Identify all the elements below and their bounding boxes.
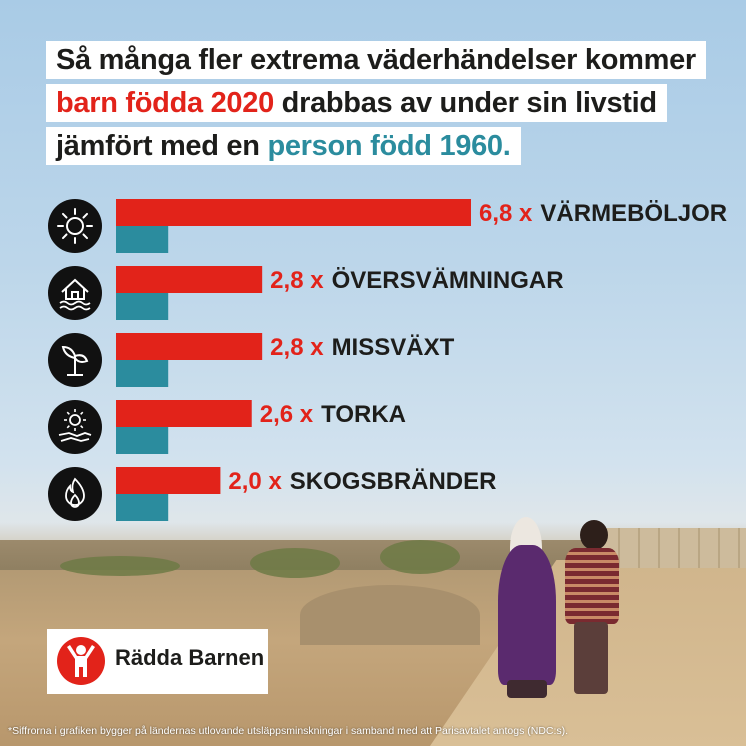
bush [250, 548, 340, 578]
bar-2020-0 [116, 199, 471, 226]
bar-2020-2 [116, 333, 263, 360]
title-text-1: Så många fler extrema väderhändelser kom… [56, 44, 696, 76]
child-figure-icon [57, 637, 105, 685]
flame-icon [48, 467, 102, 521]
bush [60, 556, 180, 576]
girl-figure [565, 548, 619, 624]
logo: Rädda Barnen [47, 629, 268, 694]
woman-feet [507, 680, 547, 698]
value-label: 2,0 x [228, 468, 282, 495]
title-line-2: barn födda 2020 drabbas av under sin liv… [46, 84, 667, 122]
bar-1960-2 [116, 360, 169, 387]
girl-head [580, 520, 608, 550]
flooded-house-icon [48, 266, 102, 320]
sandbag-wall [600, 528, 746, 568]
icon-circle [48, 400, 102, 454]
value-label: 2,6 x [260, 401, 314, 428]
bar-1960-3 [116, 427, 169, 454]
bar-2020-1 [116, 266, 263, 293]
dirt-mound [300, 585, 480, 645]
wilted-plant-icon [48, 333, 102, 387]
bar-1960-0 [116, 226, 169, 253]
category-label: TORKA [321, 401, 406, 428]
icon-circle [48, 199, 102, 253]
category-label: SKOGSBRÄNDER [290, 468, 497, 495]
footnote: *Siffrorna i grafiken bygger på länderna… [8, 725, 569, 737]
woman-figure [498, 545, 556, 685]
category-label: ÖVERSVÄMNINGAR [332, 267, 564, 294]
category-label: VÄRMEBÖLJOR [540, 200, 727, 227]
bar-1960-1 [116, 293, 169, 320]
value-label: 2,8 x [270, 334, 324, 361]
bush [380, 540, 460, 574]
value-label: 6,8 x [479, 200, 533, 227]
title-line-1: Så många fler extrema väderhändelser kom… [46, 41, 706, 79]
drought-icon [48, 400, 102, 454]
bar-2020-4 [116, 467, 221, 494]
title-text-2: drabbas av under sin livstid [273, 87, 657, 119]
title-highlight-1960: person född 1960. [267, 130, 511, 162]
logo-text: Rädda Barnen [115, 645, 265, 670]
category-label: MISSVÄXT [332, 334, 455, 361]
value-label: 2,8 x [270, 267, 324, 294]
bar-2020-3 [116, 400, 252, 427]
girl-legs [574, 622, 608, 694]
sun-icon [48, 199, 102, 253]
bar-1960-4 [116, 494, 169, 521]
title-line-3: jämfört med en person född 1960. [46, 127, 521, 165]
title-highlight-2020: barn födda 2020 [56, 87, 274, 119]
title-text-3: jämfört med en [56, 130, 268, 162]
